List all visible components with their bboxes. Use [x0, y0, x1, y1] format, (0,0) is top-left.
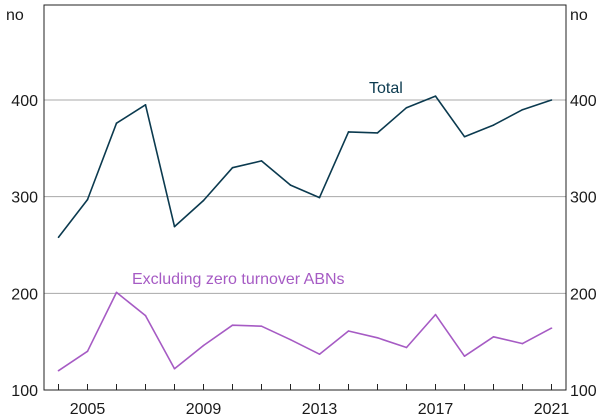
series-label-excluding: Excluding zero turnover ABNs: [132, 271, 345, 288]
data-point: [202, 344, 205, 347]
data-point: [550, 327, 553, 329]
series-line-excluding-zero-turnover: [58, 291, 552, 372]
x-tick-label: 2021: [534, 401, 570, 418]
data-point: [57, 236, 60, 239]
data-point: [57, 369, 60, 372]
data-point: [434, 313, 437, 316]
x-tick-label: 2013: [302, 401, 338, 418]
data-point: [86, 198, 89, 201]
series-label-total: Total: [369, 80, 403, 97]
data-point: [173, 225, 176, 228]
x-tick-label: 2017: [418, 401, 454, 418]
y-tick-label-right: 100: [570, 383, 597, 400]
y-tick-label-left: 400: [11, 93, 38, 110]
data-point: [144, 314, 147, 317]
data-point: [376, 132, 379, 134]
tick-layer: 100 100 200 200 300 300 400 400 2005 2009 2013 2017…: [11, 93, 597, 418]
data-point: [405, 106, 408, 109]
data-point: [347, 131, 350, 133]
data-point: [289, 338, 292, 341]
data-point: [463, 135, 466, 138]
data-point: [115, 122, 118, 124]
x-tick-label: 2005: [70, 401, 106, 418]
data-point: [376, 337, 379, 339]
data-point: [318, 353, 321, 356]
y-tick-label-left: 100: [11, 383, 38, 400]
plot-frame: [43, 4, 567, 391]
data-point: [347, 330, 350, 332]
data-point: [260, 160, 263, 162]
data-point: [115, 291, 118, 294]
left-unit-label: no: [6, 7, 24, 24]
data-point: [521, 342, 524, 345]
x-tick-label: 2009: [186, 401, 222, 418]
data-point: [492, 124, 495, 126]
y-tick-label-right: 300: [570, 190, 597, 207]
data-point: [202, 199, 205, 202]
y-tick-label-right: 400: [570, 93, 597, 110]
right-unit-label: no: [570, 7, 588, 24]
y-tick-label-right: 200: [570, 286, 597, 303]
data-point: [463, 355, 466, 357]
series-line-total: [57, 95, 552, 238]
y-tick-label-left: 200: [11, 286, 38, 303]
y-tick-label-left: 300: [11, 190, 38, 207]
data-point: [521, 108, 524, 111]
data-point: [550, 99, 553, 101]
data-point: [492, 336, 495, 338]
data-point: [173, 367, 176, 370]
data-point: [144, 104, 147, 106]
data-point: [405, 346, 408, 349]
series-layer: [57, 95, 553, 372]
data-point: [318, 196, 321, 199]
gridlines: [44, 99, 566, 294]
data-point: [289, 184, 292, 186]
data-point: [231, 166, 234, 169]
data-point: [231, 324, 234, 327]
data-point: [260, 325, 263, 328]
data-point: [434, 95, 437, 97]
data-point: [86, 350, 89, 353]
